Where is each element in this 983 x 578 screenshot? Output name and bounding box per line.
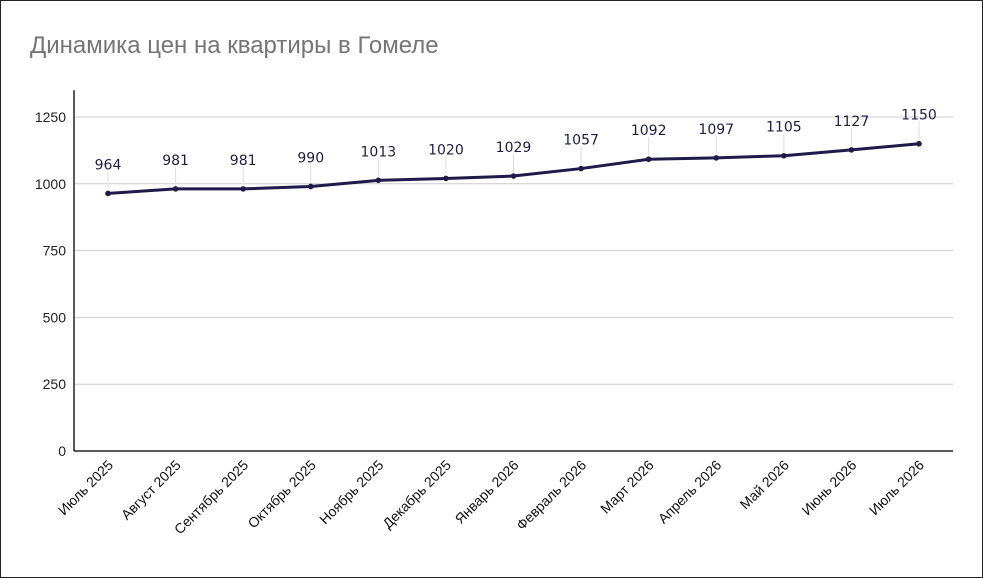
x-tick-label: Август 2025 [118,457,184,523]
data-label: 981 [162,153,189,169]
data-label: 1097 [698,122,734,138]
x-tick-label: Июль 2025 [55,457,116,518]
data-point [240,186,246,192]
data-label: 1057 [563,133,599,149]
x-tick-label: Февраль 2026 [513,457,589,533]
data-point [375,177,382,184]
data-point [781,152,787,159]
y-tick-label: 0 [58,443,66,459]
x-tick-label: Ноябрь 2025 [316,457,387,528]
data-label: 981 [230,153,257,169]
data-label: 1105 [766,120,802,136]
chart-title: Динамика цен на квартиры в Гомеле [30,32,439,59]
x-tick-label: Апрель 2026 [655,457,725,527]
x-tick-label: Январь 2026 [452,457,522,527]
data-point [578,165,584,172]
data-label: 1029 [496,140,532,156]
data-point [172,186,179,192]
data-point [713,155,720,161]
x-tick-label: Июнь 2026 [798,457,859,518]
data-label: 1013 [361,144,397,160]
y-tick-label: 750 [43,243,67,259]
data-label: 990 [297,150,324,166]
x-tick-label: Декабрь 2025 [379,457,454,532]
y-tick-label: 1000 [35,176,66,192]
y-tick-label: 1250 [35,109,66,125]
y-tick-label: 250 [43,376,67,392]
data-point [443,175,449,182]
data-label: 1020 [428,142,464,158]
data-point [105,190,111,197]
y-tick-label: 500 [43,309,67,325]
data-label: 1127 [834,114,870,130]
x-tick-label: Октябрь 2025 [244,457,319,532]
data-label: 1092 [631,123,667,139]
data-point [916,140,922,147]
x-tick-label: Май 2026 [736,457,792,513]
data-point [510,173,517,179]
data-point [307,183,314,190]
x-tick-label: Июль 2026 [866,457,927,518]
data-label: 964 [95,157,122,173]
data-point [645,156,652,163]
data-point [848,147,855,153]
data-label: 1150 [901,108,937,124]
x-tick-label: Март 2026 [597,457,657,517]
